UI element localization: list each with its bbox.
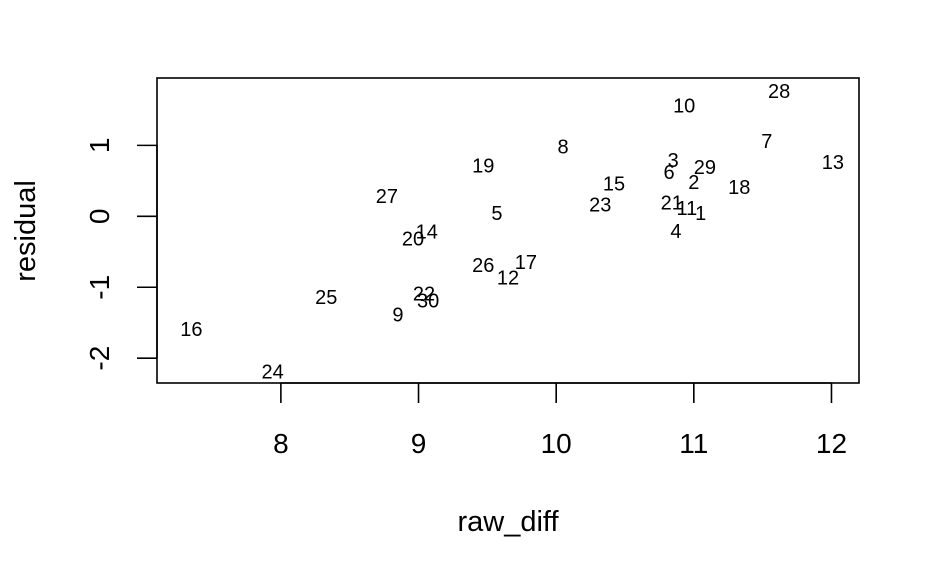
point-label-11: 11: [677, 198, 698, 220]
point-label-10: 10: [673, 95, 695, 117]
point-label-2: 2: [688, 172, 699, 194]
x-tick-label: 11: [679, 428, 708, 459]
point-label-27: 27: [376, 186, 398, 208]
data-points: 1234567891011121314151617181920212223242…: [180, 81, 844, 383]
point-label-13: 13: [822, 152, 844, 174]
point-label-25: 25: [315, 287, 337, 309]
point-label-6: 6: [663, 162, 674, 184]
point-label-24: 24: [261, 361, 283, 383]
axes: 8 9 10 11 12-2-101: [84, 77, 860, 459]
point-label-26: 26: [472, 255, 494, 277]
point-label-9: 9: [392, 305, 403, 327]
y-tick-label: 1: [84, 138, 115, 154]
point-label-3: 3: [668, 150, 679, 172]
x-tick-label: 12: [816, 428, 847, 459]
point-label-20: 20: [402, 229, 424, 251]
point-label-29: 29: [694, 157, 716, 179]
point-label-16: 16: [180, 319, 202, 341]
point-label-1: 1: [695, 203, 706, 225]
point-label-21: 21: [661, 193, 683, 215]
x-tick-label: 8: [273, 428, 289, 459]
y-tick-label: -1: [84, 275, 115, 300]
point-label-8: 8: [557, 137, 568, 159]
point-label-12: 12: [497, 268, 519, 290]
point-label-18: 18: [728, 177, 750, 199]
point-label-22: 22: [413, 283, 435, 305]
y-tick-label: 0: [84, 209, 115, 225]
y-tick-label: -2: [84, 346, 115, 371]
x-axis-title: raw_diff: [457, 506, 559, 538]
point-label-28: 28: [768, 81, 790, 103]
point-label-14: 14: [416, 222, 438, 244]
point-label-5: 5: [491, 203, 502, 225]
point-label-17: 17: [515, 252, 537, 274]
x-tick-label: 10: [541, 428, 572, 459]
y-axis-title: residual: [10, 180, 42, 282]
point-label-4: 4: [670, 221, 681, 243]
point-label-19: 19: [472, 156, 494, 178]
point-label-15: 15: [603, 173, 625, 195]
point-label-7: 7: [761, 131, 772, 153]
x-tick-label: 9: [411, 428, 427, 459]
plot-frame: [156, 77, 860, 384]
point-label-30: 30: [417, 290, 439, 312]
point-label-23: 23: [589, 195, 611, 217]
